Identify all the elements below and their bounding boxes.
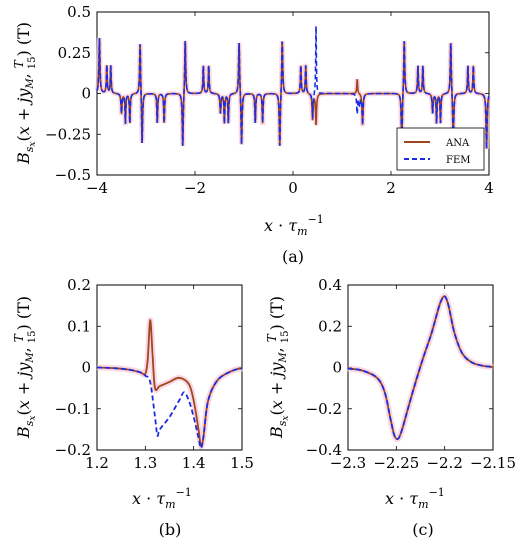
y-tick-label: 0.25 — [58, 44, 91, 62]
panel-a: −4 −2 0 2 4 −0.5 −0.25 0 0.25 0.5 Bsx(x + jyM, T1… — [12, 3, 494, 266]
caption-c: (c) — [412, 520, 433, 539]
x-tick-label: 0 — [288, 179, 298, 197]
y-tick-label: −0.1 — [55, 400, 91, 418]
y-tick-label: 0.4 — [318, 276, 342, 294]
svg-text:x · τm−1: x · τm−1 — [385, 486, 445, 511]
ana-halo-line — [96, 317, 243, 450]
axis-ticks-b: 1.2 1.3 1.4 1.5 −0.2 −0.1 0 0.1 0.2 — [55, 276, 254, 472]
x-tick-label: −2.2 — [426, 454, 462, 472]
y-tick-label: 0.2 — [67, 276, 91, 294]
x-tick-label: −4 — [86, 179, 108, 197]
legend-a: ANA FEM — [396, 127, 485, 171]
x-axis-label-a: x · τm−1 — [264, 213, 324, 238]
x-axis-label-b: x · τm−1 — [132, 486, 192, 511]
svg-text:x · τm−1: x · τm−1 — [264, 213, 324, 238]
series-line-fem — [347, 295, 494, 440]
svg-text:Bsx(x + jyM, T15) (T): Bsx(x + jyM, T15) (T) — [12, 296, 38, 439]
svg-text:Bsx(x + jyM, T15) (T): Bsx(x + jyM, T15) (T) — [12, 22, 38, 165]
series-layer-c — [347, 293, 494, 443]
y-axis-label-c: Bsx(x + jyM, T15) (T) — [265, 296, 291, 439]
x-tick-label: 1.3 — [133, 454, 157, 472]
caption-b: (b) — [159, 520, 182, 539]
caption-a: (a) — [282, 247, 304, 266]
axis-ticks-c: −2.3 −2.25 −2.2 −2.15 −0.4 −0.2 0 0.2 0.4 — [306, 276, 516, 472]
y-tick-label: −0.25 — [45, 125, 91, 143]
y-tick-label: 0 — [81, 85, 91, 103]
series-line-ana — [347, 295, 494, 440]
y-tick-label: −0.2 — [306, 400, 342, 418]
series-line-fem — [96, 366, 243, 449]
x-tick-label: 4 — [484, 179, 494, 197]
series-line-fem — [96, 26, 490, 149]
y-tick-label: 0.5 — [67, 3, 91, 21]
legend-box — [396, 127, 485, 171]
y-axis-label-b: Bsx(x + jyM, T15) (T) — [12, 296, 38, 439]
y-tick-label: −0.2 — [55, 441, 91, 459]
x-axis-label-c: x · τm−1 — [385, 486, 445, 511]
y-tick-label: 0 — [332, 359, 342, 377]
x-tick-label: −2.25 — [373, 454, 419, 472]
y-tick-label: 0.2 — [318, 317, 342, 335]
axis-ticks-a: −4 −2 0 2 4 −0.5 −0.25 0 0.25 0.5 — [45, 3, 494, 197]
y-tick-label: 0 — [81, 359, 91, 377]
panel-b: 1.2 1.3 1.4 1.5 −0.2 −0.1 0 0.1 0.2 Bsx(x + jyM,… — [12, 276, 254, 539]
panel-c: −2.3 −2.25 −2.2 −2.15 −0.4 −0.2 0 0.2 0.4 Bsx(x … — [265, 276, 516, 539]
y-tick-label: −0.5 — [55, 166, 91, 184]
series-layer-b — [96, 317, 243, 450]
x-tick-label: 1.2 — [85, 454, 109, 472]
series-layer-a — [96, 26, 490, 149]
svg-text:Bsx(x + jyM, T15) (T): Bsx(x + jyM, T15) (T) — [265, 296, 291, 439]
x-tick-label: 1.5 — [230, 454, 254, 472]
x-tick-label: −2.15 — [470, 454, 516, 472]
legend-label-ana: ANA — [445, 138, 470, 149]
y-axis-label-a: Bsx(x + jyM, T15) (T) — [12, 22, 38, 165]
y-tick-label: −0.4 — [306, 441, 342, 459]
x-tick-label: −2.3 — [330, 454, 366, 472]
svg-text:x · τm−1: x · τm−1 — [132, 486, 192, 511]
x-tick-label: −2 — [184, 179, 206, 197]
x-tick-label: 2 — [386, 179, 396, 197]
x-tick-label: 1.4 — [182, 454, 206, 472]
legend-label-fem: FEM — [446, 155, 470, 166]
y-tick-label: 0.1 — [67, 317, 91, 335]
